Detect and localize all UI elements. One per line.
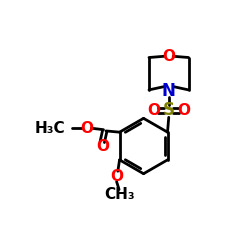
- Text: N: N: [162, 82, 176, 100]
- Text: H₃C: H₃C: [35, 121, 66, 136]
- Text: O: O: [162, 49, 175, 64]
- Text: O: O: [110, 169, 123, 184]
- Text: O: O: [80, 121, 94, 136]
- Text: CH₃: CH₃: [104, 187, 134, 202]
- Text: O: O: [177, 103, 190, 118]
- Text: S: S: [163, 102, 175, 119]
- Text: O: O: [148, 103, 160, 118]
- Text: O: O: [96, 139, 109, 154]
